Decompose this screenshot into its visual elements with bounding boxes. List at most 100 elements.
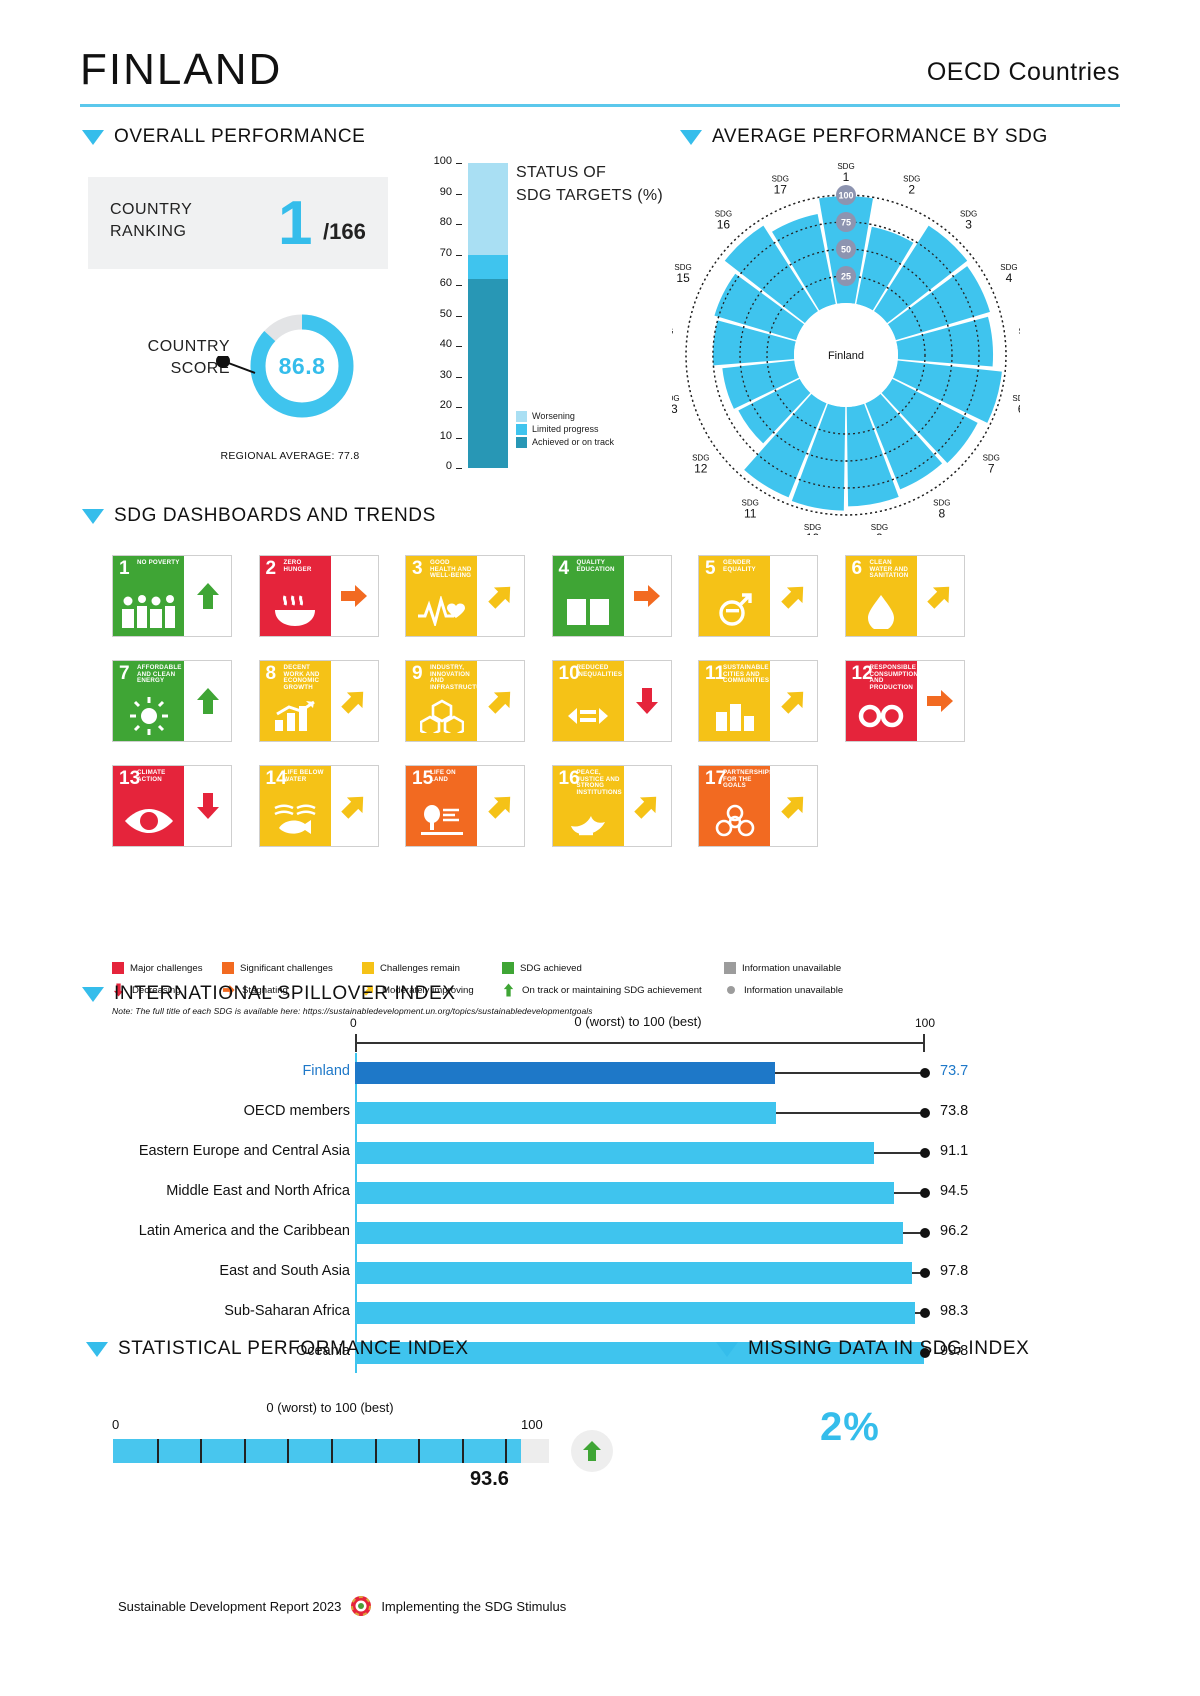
- sdg-number: 4: [558, 558, 570, 579]
- radar-wedge: [873, 225, 968, 324]
- legend-label: Worsening: [532, 411, 575, 421]
- spillover-row: East and South Asia 97.8: [80, 1253, 1120, 1293]
- sdg-name: SUSTAINABLE CITIES AND COMMUNITIES: [723, 664, 770, 685]
- sdg-tile-17[interactable]: 17 PARTNERSHIPS FOR THE GOALS: [698, 765, 818, 847]
- radar-ring-pill: [836, 239, 856, 259]
- radar-axis-label: SDG: [772, 174, 789, 183]
- radar-wedge: [744, 393, 827, 498]
- axis-tick-label: 30: [439, 368, 452, 381]
- spillover-value: 73.8: [940, 1103, 969, 1119]
- sdg-tile-trend: [623, 661, 671, 741]
- spillover-row: Oceania 99.8: [80, 1333, 1120, 1373]
- sdg-tile-16[interactable]: 16 PEACE, JUSTICE AND STRONG INSTITUTION…: [551, 765, 672, 847]
- trend-arrow-icon: [196, 688, 219, 714]
- sdg-number: 9: [412, 663, 423, 684]
- sdg-tile-1[interactable]: 1 NO POVERTY: [112, 555, 232, 637]
- sdg-tile-trend: [770, 556, 817, 636]
- sdg-source-note: Note: The full title of each SDG is avai…: [112, 1006, 593, 1016]
- trend-arrow-icon: [780, 586, 803, 609]
- sdg-tile-8[interactable]: 8 DECENT WORK AND ECONOMIC GROWTH: [258, 660, 379, 742]
- radar-ring-pill: [836, 266, 856, 286]
- sdg-water-icon: [846, 589, 917, 633]
- sdg-tile-5[interactable]: 5 GENDER EQUALITY: [698, 555, 818, 637]
- legend-item: Achieved or on track: [516, 436, 614, 449]
- axis-tick-label: 20: [439, 399, 452, 411]
- spi-axis-min: 0: [112, 1417, 120, 1432]
- page-footer: Sustainable Development Report 2023 Impl…: [118, 1595, 566, 1617]
- triangle-icon: [716, 1341, 738, 1357]
- spillover-row: Sub-Saharan Africa 98.3: [80, 1293, 1120, 1333]
- legend-label: Stagnating: [242, 984, 288, 996]
- sdg-tile-11[interactable]: 11 SUSTAINABLE CITIES AND COMMUNITIES: [698, 660, 818, 742]
- sdg-bowl-icon: [260, 589, 331, 633]
- trend-arrow-icon: [196, 793, 219, 819]
- spillover-label: East and South Asia: [219, 1263, 350, 1279]
- spillover-label: Eastern Europe and Central Asia: [138, 1143, 350, 1159]
- spillover-row: Finland 73.7: [80, 1053, 1120, 1093]
- sdg-name: CLEAN WATER AND SANITATION: [869, 559, 909, 580]
- spillover-label: Middle East and North Africa: [166, 1183, 350, 1199]
- legend-label: Decreasing: [132, 984, 181, 996]
- radar-wedge: [738, 378, 811, 444]
- country-score-value: 86.8: [278, 352, 326, 379]
- sdg-tile-10[interactable]: 10 REDUCED INEQUALITIES: [551, 660, 672, 742]
- spillover-endpoint: [920, 1308, 930, 1318]
- radar-axis-label: SDG: [871, 523, 888, 532]
- legend-label: SDG achieved: [520, 962, 582, 974]
- spillover-row: OECD members 73.8: [80, 1093, 1120, 1133]
- spillover-endpoint: [920, 1188, 930, 1198]
- sdg-name: ZERO HUNGER: [283, 559, 312, 573]
- sdg-number: 11: [705, 663, 726, 684]
- sdg-tile-2[interactable]: 2 ZERO HUNGER: [258, 555, 379, 637]
- sdg-tile-trend: [623, 766, 671, 846]
- spillover-bar: [355, 1102, 776, 1124]
- sdg-tile-row: 13 CLIMATE ACTION 14 LIFE BELOW WATER 15: [112, 765, 1012, 847]
- sdg-tile-12[interactable]: 12 RESPONSIBLE CONSUMPTION AND PRODUCTIO…: [844, 660, 965, 742]
- sdg-name: LIFE ON LAND: [430, 769, 456, 783]
- radar-wedge: [892, 360, 1002, 423]
- radar-wedge: [714, 273, 805, 341]
- sdg-name: GOOD HEALTH AND WELL-BEING: [430, 559, 472, 580]
- sdg-name: NO POVERTY: [137, 559, 180, 566]
- legend-trend-item: Decreasing: [112, 982, 181, 998]
- status-of-sdg-targets-chart: 100 90 80 70 60 50 40 30 20 10 0: [420, 155, 690, 485]
- sdg-tile-14[interactable]: 14 LIFE BELOW WATER: [258, 765, 379, 847]
- radar-axis-label: SDG: [903, 174, 920, 183]
- trend-arrow-icon: [780, 691, 803, 714]
- spillover-axis-title: 0 (worst) to 100 (best): [574, 1014, 702, 1029]
- sdg-tile-13[interactable]: 13 CLIMATE ACTION: [112, 765, 232, 847]
- axis-tick-label: 50: [439, 307, 452, 320]
- axis-tick-label: 10: [439, 429, 452, 442]
- sdg-tile-6[interactable]: 6 CLEAN WATER AND SANITATION: [844, 555, 965, 637]
- caption-line1: STATUS OF: [516, 164, 607, 181]
- sdg-tile-15[interactable]: 15 LIFE ON LAND: [405, 765, 525, 847]
- arrow-up-icon: [583, 1441, 601, 1461]
- trend-arrow-icon: [927, 690, 953, 712]
- sdg-dashboard-legend: Major challenges Significant challenges Ch…: [112, 957, 1012, 1001]
- spillover-axis-cap-left: [355, 1034, 357, 1052]
- sdg-tile-status: 10 REDUCED INEQUALITIES: [552, 661, 624, 741]
- trend-arrow-icon: [634, 585, 660, 607]
- country-score-label: COUNTRY SCORE: [100, 336, 230, 380]
- sdg-tile-trend: [770, 661, 817, 741]
- sdg-number: 14: [265, 768, 287, 789]
- sdg-tile-4[interactable]: 4 QUALITY EDUCATION: [551, 555, 672, 637]
- sdg-tile-9[interactable]: 9 INDUSTRY, INNOVATION AND INFRASTRUCTUR…: [405, 660, 525, 742]
- sdg-number: 10: [558, 663, 580, 684]
- legend-trend-item: On track or maintaining SDG achievement: [502, 982, 702, 998]
- sdg-name: DECENT WORK AND ECONOMIC GROWTH: [283, 664, 320, 691]
- radar-wedge: [856, 226, 914, 311]
- spillover-track: [355, 1333, 930, 1373]
- sdg-tile-trend: [184, 556, 231, 636]
- sdg-tree-icon: [406, 799, 477, 843]
- triangle-icon: [86, 1341, 108, 1357]
- sdg-tile-7[interactable]: 7 AFFORDABLE AND CLEAN ENERGY: [112, 660, 232, 742]
- sdg-tile-3[interactable]: 3 GOOD HEALTH AND WELL-BEING: [405, 555, 525, 637]
- sdg-name: INDUSTRY, INNOVATION AND INFRASTRUCTURE: [430, 664, 477, 691]
- radar-wedge: [791, 403, 846, 511]
- spillover-stem: [903, 1232, 925, 1234]
- country-rank-denominator: /166: [323, 219, 366, 244]
- triangle-icon: [82, 508, 104, 524]
- spillover-bar: [355, 1062, 776, 1084]
